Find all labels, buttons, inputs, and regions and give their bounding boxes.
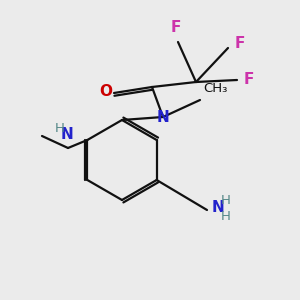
Text: O: O (100, 83, 112, 98)
Text: F: F (244, 73, 254, 88)
Text: H: H (221, 194, 231, 206)
Text: H: H (55, 122, 65, 135)
Text: F: F (171, 20, 181, 35)
Text: CH₃: CH₃ (203, 82, 227, 95)
Text: F: F (235, 37, 245, 52)
Text: N: N (212, 200, 225, 215)
Text: N: N (61, 127, 74, 142)
Text: N: N (157, 110, 169, 124)
Text: H: H (221, 211, 231, 224)
